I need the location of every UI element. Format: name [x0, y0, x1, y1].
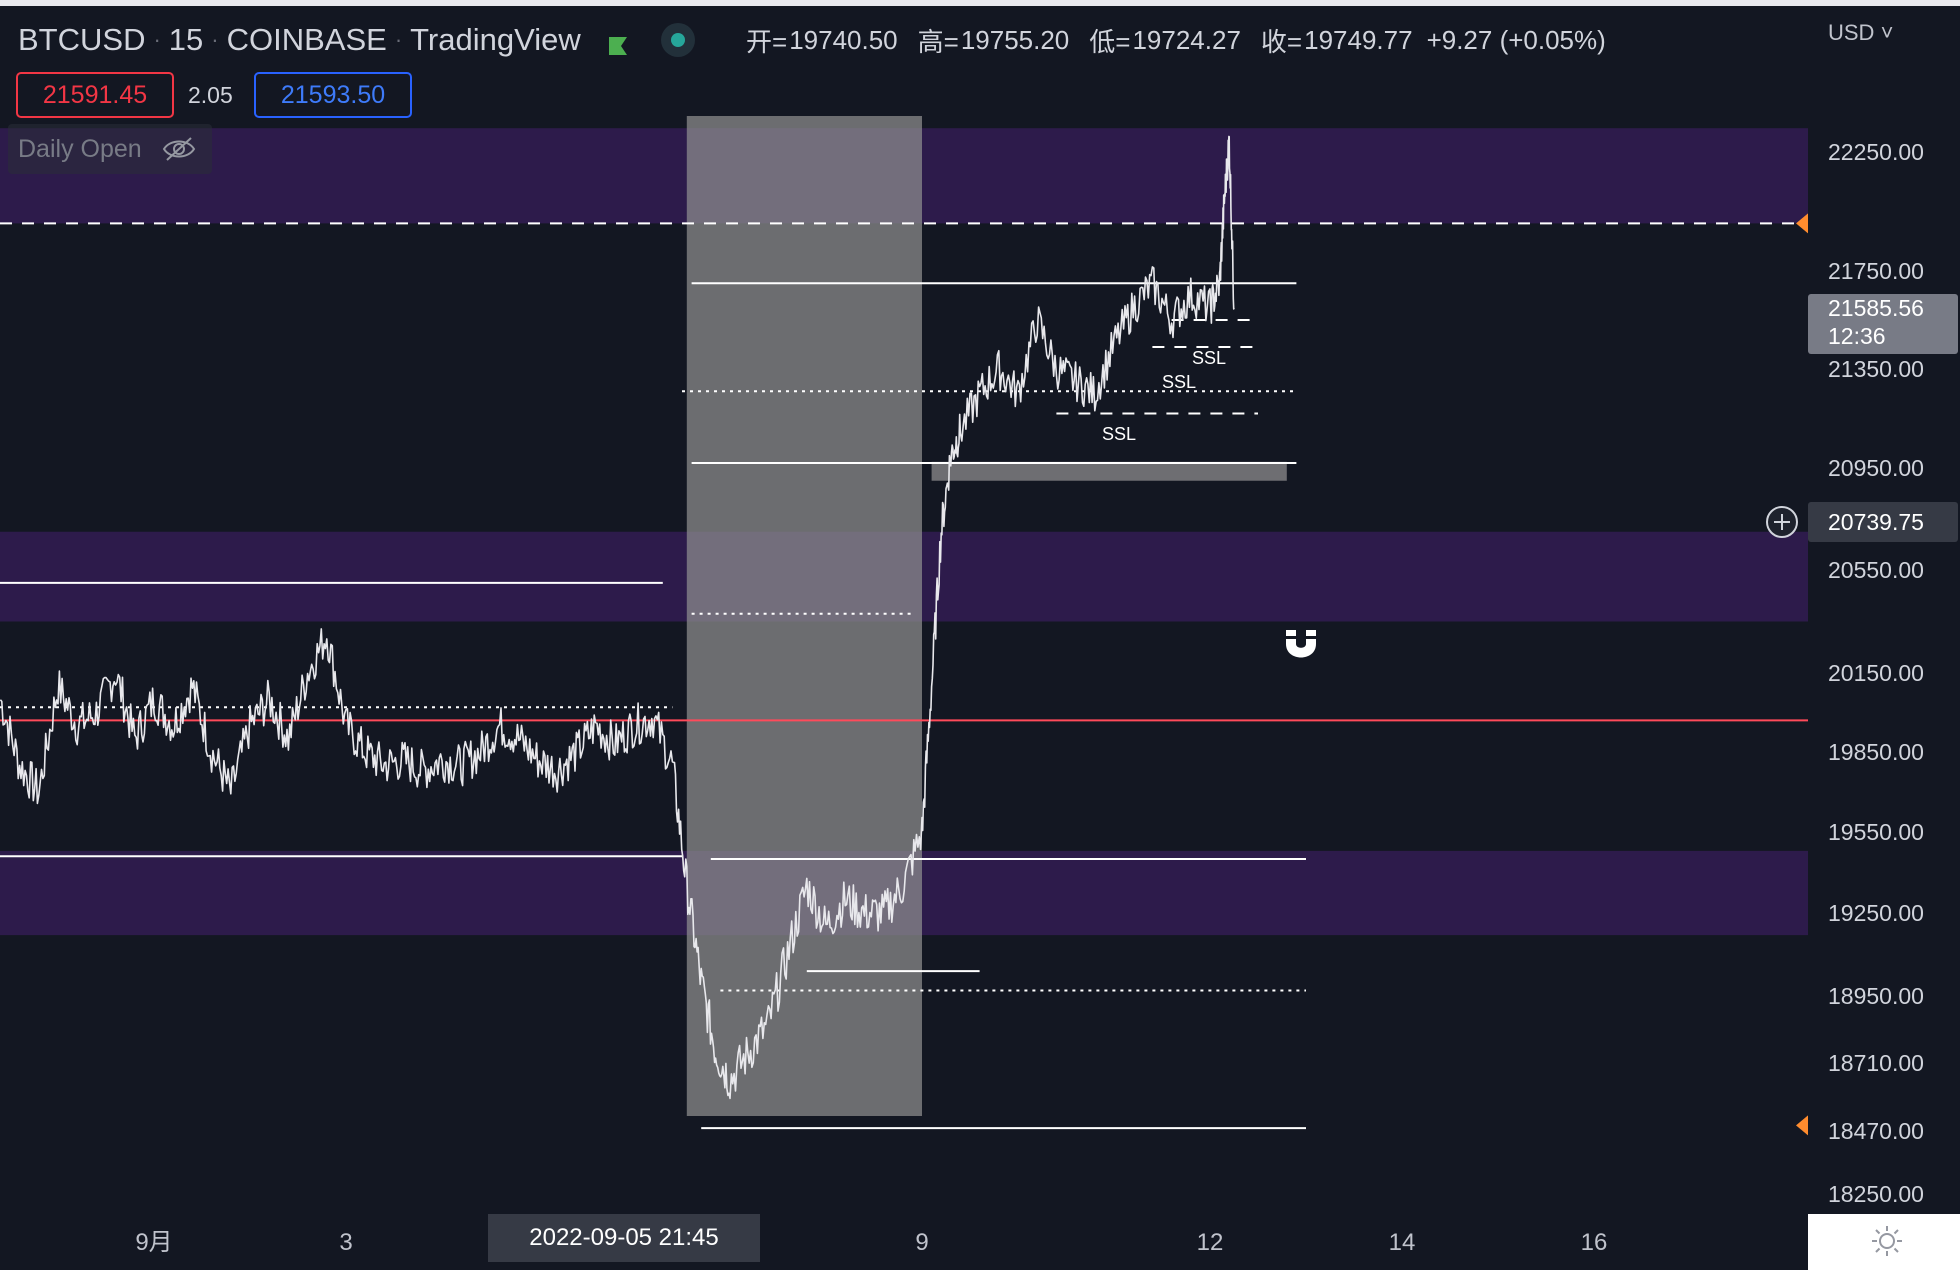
- indicator-legend[interactable]: Daily Open: [8, 124, 212, 174]
- plus-circle-icon[interactable]: [1764, 504, 1800, 540]
- sun-settings-icon[interactable]: [1870, 1224, 1904, 1258]
- open-label: 开=: [746, 26, 788, 57]
- y-tick-label: 18250.00: [1828, 1181, 1924, 1207]
- price-series-line: [0, 135, 1235, 1100]
- price-marker-0: [1796, 213, 1808, 234]
- x-tick-label: 9: [915, 1229, 929, 1256]
- separator: ·: [394, 27, 403, 52]
- high-label: 高=: [917, 26, 959, 57]
- currency-selector[interactable]: USD ˅: [1828, 18, 1893, 48]
- y-tick-label: 22250.00: [1828, 139, 1924, 165]
- x-tick-label: 14: [1388, 1229, 1416, 1256]
- price-chart[interactable]: [0, 6, 1808, 1214]
- y-tick-label: 20150.00: [1828, 660, 1924, 686]
- currency-label: USD: [1828, 20, 1875, 45]
- sell-button[interactable]: 21591.45: [16, 72, 174, 118]
- crosshair-time-tag: 2022-09-05 21:45: [488, 1214, 760, 1262]
- y-tick-label: 21350.00: [1828, 356, 1924, 382]
- y-tick-label: 18710.00: [1828, 1050, 1924, 1076]
- chevron-down-icon: ˅: [1874, 20, 1894, 45]
- crosshair-price-tag: 20739.75: [1808, 502, 1958, 542]
- indicator-name: Daily Open: [18, 134, 142, 163]
- source-label: TradingView: [410, 22, 581, 57]
- symbol-header[interactable]: BTCUSD · 15 · COINBASE · TradingView: [18, 18, 697, 62]
- buy-button[interactable]: 21593.50: [254, 72, 412, 118]
- y-tick-label: 19550.00: [1828, 819, 1924, 845]
- change-value: +9.27 (+0.05%): [1426, 24, 1606, 55]
- close-label: 收=: [1260, 26, 1303, 57]
- x-tick-label: 12: [1196, 1229, 1224, 1256]
- y-tick-label: 20950.00: [1828, 455, 1924, 481]
- high-value: 19755.20: [960, 24, 1070, 55]
- low-value: 19724.27: [1132, 24, 1241, 55]
- y-tick-label: 21750.00: [1828, 258, 1924, 284]
- y-tick-label: 18470.00: [1828, 1118, 1924, 1144]
- bar-countdown: 12:36: [1828, 323, 1886, 349]
- live-dot-icon: [659, 21, 697, 59]
- grey-bar-marker: [931, 461, 1287, 481]
- exchange-label: COINBASE: [226, 22, 387, 57]
- price-axis[interactable]: [1808, 6, 1960, 1214]
- ssl-label: SSL: [1162, 372, 1197, 392]
- low-label: 低=: [1089, 26, 1131, 57]
- separator: ·: [211, 27, 219, 52]
- ssl-label: SSL: [1102, 424, 1137, 444]
- symbol-name[interactable]: BTCUSD: [18, 22, 146, 57]
- ohlc-legend: 开= 19740.50 高= 19755.20 低= 19724.27 收= 1…: [746, 18, 1606, 62]
- x-tick-label: 3: [339, 1229, 353, 1256]
- y-tick-label: 20550.00: [1828, 557, 1924, 583]
- highlight-column: [686, 116, 922, 1116]
- y-tick-label: 19850.00: [1828, 739, 1924, 765]
- last-price-value: 21585.56: [1828, 295, 1924, 321]
- y-tick-label: 19250.00: [1828, 900, 1924, 926]
- close-value: 19749.77: [1304, 24, 1413, 55]
- x-tick-label: 9月: [135, 1229, 173, 1256]
- window-top-strip: [0, 0, 1960, 6]
- spread-value: 2.05: [188, 82, 233, 108]
- ssl-label: SSL: [1192, 348, 1227, 368]
- time-axis[interactable]: [0, 1214, 1808, 1270]
- y-tick-label: 18950.00: [1828, 983, 1924, 1009]
- eye-off-icon[interactable]: [162, 136, 196, 162]
- last-price-tag: 21585.56 12:36: [1808, 294, 1958, 354]
- separator: ·: [153, 27, 161, 52]
- magnet-icon[interactable]: [1282, 628, 1320, 662]
- interval-label[interactable]: 15: [168, 22, 204, 57]
- x-tick-label: 16: [1580, 1229, 1608, 1256]
- price-marker-1: [1796, 1115, 1808, 1136]
- open-value: 19740.50: [789, 24, 898, 55]
- flag-icon[interactable]: [607, 29, 629, 55]
